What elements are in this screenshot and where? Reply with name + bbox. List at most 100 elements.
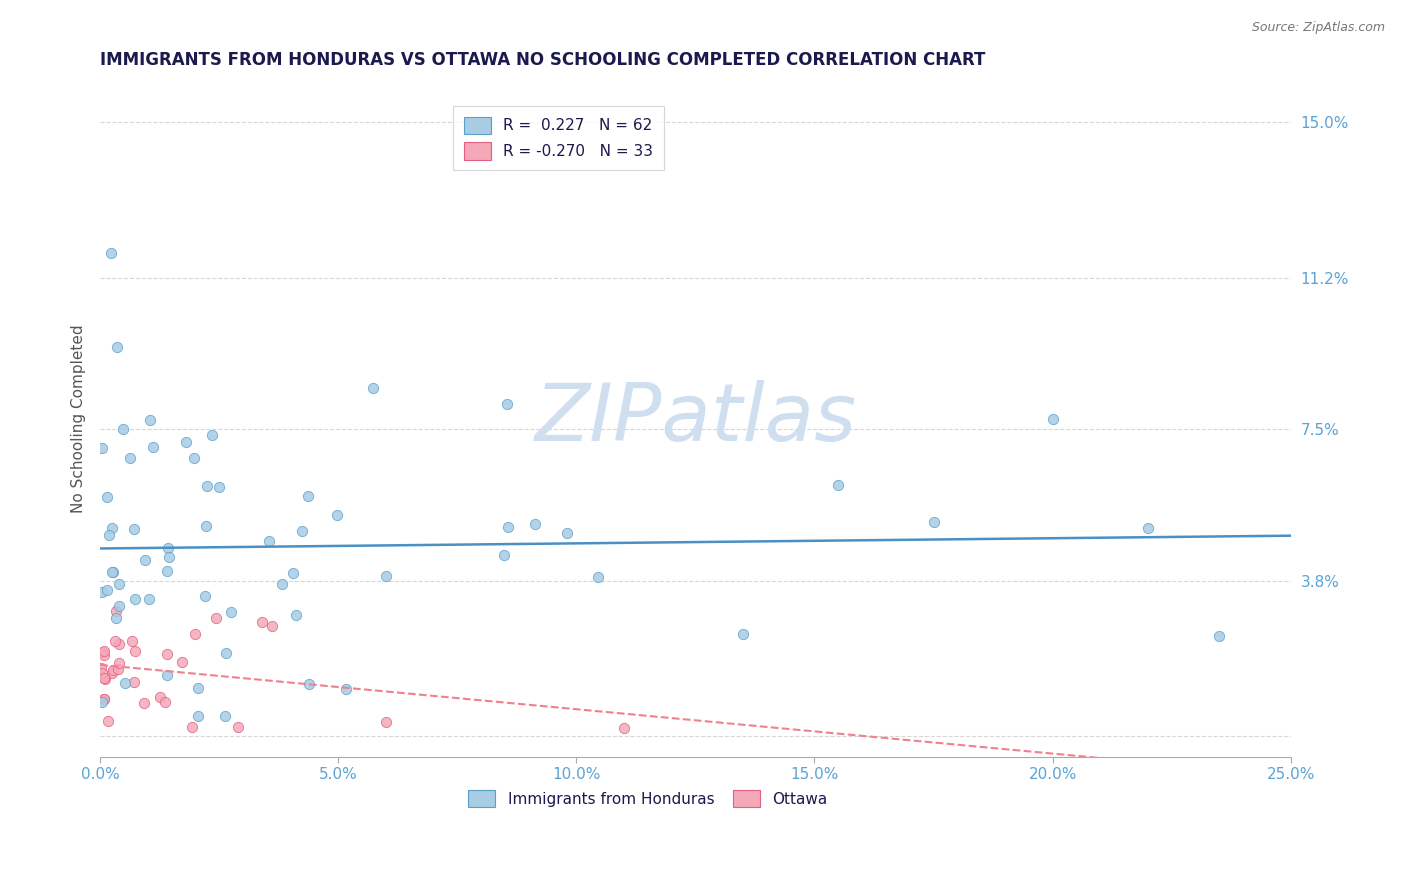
Point: [297, 490, 319, 504]
Point: [221, 606, 243, 620]
Point: [494, 548, 516, 562]
Point: [98, 528, 121, 542]
Point: [134, 696, 156, 710]
Point: [139, 413, 162, 427]
Point: [827, 478, 849, 492]
Point: [122, 675, 145, 690]
Point: [100, 246, 122, 260]
Point: [104, 604, 127, 618]
Point: [101, 565, 124, 579]
Point: [97, 714, 120, 728]
Point: [156, 647, 179, 661]
Point: [922, 516, 945, 530]
Point: [204, 611, 226, 625]
Point: [138, 592, 160, 607]
Point: [250, 615, 273, 629]
Point: [184, 627, 207, 641]
Point: [1136, 521, 1159, 535]
Y-axis label: No Schooling Completed: No Schooling Completed: [72, 325, 86, 514]
Legend: Immigrants from Honduras, Ottawa: Immigrants from Honduras, Ottawa: [461, 784, 834, 814]
Point: [93, 691, 115, 706]
Point: [124, 591, 146, 606]
Point: [93, 672, 115, 686]
Point: [283, 566, 305, 580]
Point: [496, 520, 519, 534]
Point: [335, 681, 357, 696]
Point: [1208, 629, 1230, 643]
Point: [226, 720, 249, 734]
Point: [201, 427, 224, 442]
Point: [157, 549, 180, 564]
Point: [291, 524, 314, 538]
Point: [93, 644, 115, 658]
Point: [326, 508, 349, 522]
Point: [104, 634, 127, 648]
Point: [194, 519, 217, 533]
Point: [195, 479, 218, 493]
Point: [121, 634, 143, 648]
Text: ZIPatlas: ZIPatlas: [534, 380, 856, 458]
Point: [108, 577, 131, 591]
Point: [101, 565, 124, 579]
Point: [374, 714, 396, 729]
Point: [90, 695, 112, 709]
Point: [107, 662, 129, 676]
Point: [187, 709, 209, 723]
Point: [495, 397, 517, 411]
Point: [284, 607, 307, 622]
Text: Source: ZipAtlas.com: Source: ZipAtlas.com: [1251, 21, 1385, 34]
Point: [141, 441, 163, 455]
Point: [101, 520, 124, 534]
Point: [170, 655, 193, 669]
Point: [214, 709, 236, 723]
Point: [586, 570, 609, 584]
Text: IMMIGRANTS FROM HONDURAS VS OTTAWA NO SCHOOLING COMPLETED CORRELATION CHART: IMMIGRANTS FROM HONDURAS VS OTTAWA NO SC…: [100, 51, 986, 69]
Point: [96, 490, 118, 504]
Point: [555, 526, 578, 541]
Point: [90, 585, 112, 599]
Point: [93, 691, 115, 706]
Point: [361, 381, 384, 395]
Point: [122, 523, 145, 537]
Point: [120, 451, 142, 466]
Point: [524, 517, 547, 532]
Point: [103, 663, 125, 677]
Point: [271, 577, 294, 591]
Point: [105, 341, 128, 355]
Point: [94, 673, 117, 687]
Point: [215, 646, 238, 660]
Point: [107, 599, 129, 613]
Point: [262, 619, 284, 633]
Point: [96, 583, 118, 598]
Point: [93, 648, 115, 663]
Point: [1042, 412, 1064, 426]
Point: [124, 643, 146, 657]
Point: [157, 541, 180, 555]
Point: [90, 661, 112, 675]
Point: [731, 627, 754, 641]
Point: [156, 565, 179, 579]
Point: [194, 589, 217, 603]
Point: [375, 569, 398, 583]
Point: [208, 480, 231, 494]
Point: [108, 656, 131, 670]
Point: [108, 637, 131, 651]
Point: [90, 665, 112, 680]
Point: [181, 720, 204, 734]
Point: [613, 721, 636, 735]
Point: [148, 690, 170, 704]
Point: [134, 553, 156, 567]
Point: [105, 610, 128, 624]
Point: [114, 676, 136, 690]
Point: [155, 695, 177, 709]
Point: [91, 645, 114, 659]
Point: [187, 681, 209, 695]
Point: [174, 434, 197, 449]
Point: [257, 534, 280, 549]
Point: [156, 668, 179, 682]
Point: [183, 451, 205, 466]
Point: [91, 441, 114, 455]
Point: [297, 677, 319, 691]
Point: [101, 666, 124, 681]
Point: [112, 422, 135, 436]
